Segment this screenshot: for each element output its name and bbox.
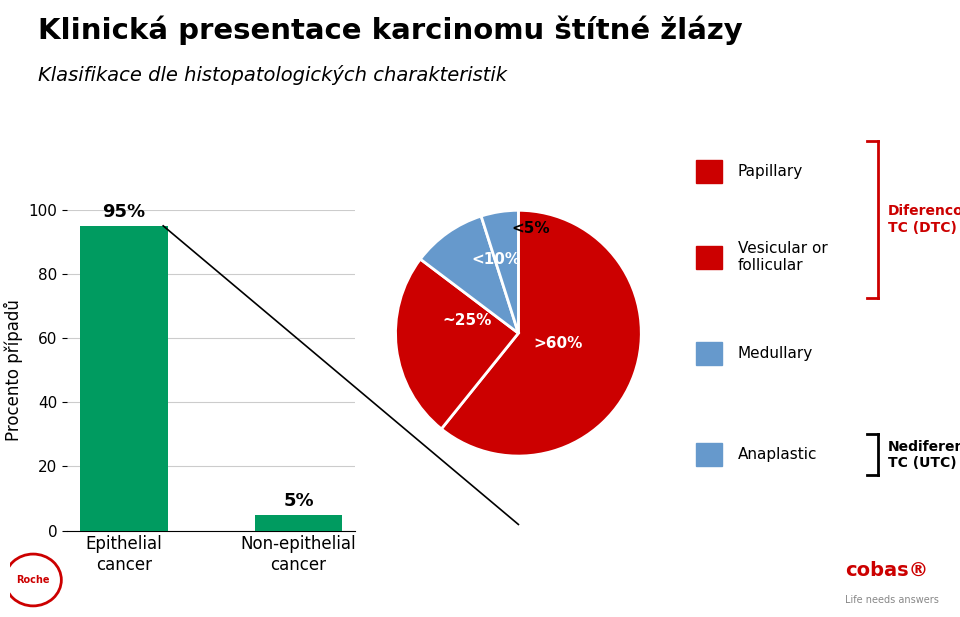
Text: Vesicular or
follicular: Vesicular or follicular xyxy=(738,241,828,273)
Bar xyxy=(696,443,722,466)
Wedge shape xyxy=(442,210,641,456)
Text: Papillary: Papillary xyxy=(738,164,804,179)
Bar xyxy=(81,226,168,531)
Wedge shape xyxy=(420,216,518,333)
Text: >60%: >60% xyxy=(533,336,583,350)
Text: Roche: Roche xyxy=(16,575,50,585)
Text: Klasifikace dle histopatologických charakteristik: Klasifikace dle histopatologických chara… xyxy=(38,65,508,85)
Text: <10%: <10% xyxy=(471,252,521,267)
Text: <5%: <5% xyxy=(512,222,550,236)
Text: Klinická presentace karcinomu štítné žlázy: Klinická presentace karcinomu štítné žlá… xyxy=(38,15,743,45)
Text: Medullary: Medullary xyxy=(738,346,813,361)
Text: ~25%: ~25% xyxy=(443,313,492,328)
Y-axis label: Procento případů: Procento případů xyxy=(4,299,23,441)
Bar xyxy=(696,342,722,365)
Text: 5%: 5% xyxy=(283,492,314,510)
Wedge shape xyxy=(396,259,518,429)
Bar xyxy=(696,160,722,183)
Text: Anaplastic: Anaplastic xyxy=(738,447,817,462)
Text: Nediferencovaný
TC (UTC): Nediferencovaný TC (UTC) xyxy=(888,439,960,470)
Bar xyxy=(696,246,722,268)
Wedge shape xyxy=(481,210,518,333)
Text: cobas®: cobas® xyxy=(845,561,928,580)
Bar xyxy=(254,515,342,531)
Text: Life needs answers: Life needs answers xyxy=(845,595,939,605)
Text: Diferencovaný
TC (DTC): Diferencovaný TC (DTC) xyxy=(888,204,960,234)
Text: 95%: 95% xyxy=(103,203,146,221)
